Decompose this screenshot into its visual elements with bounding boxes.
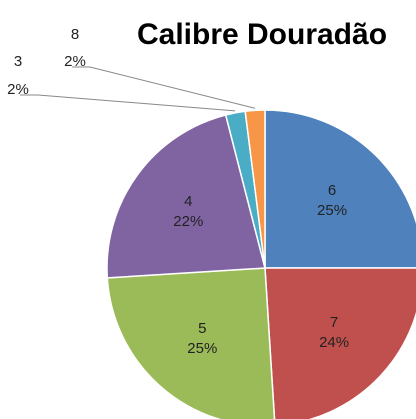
slice-category: 3 <box>14 53 22 70</box>
slice-label: 24% <box>319 334 349 351</box>
leader-line <box>72 66 256 109</box>
slice-label: 25% <box>317 202 347 219</box>
slice-category: 8 <box>71 26 79 43</box>
slice-label: 2% <box>7 81 29 98</box>
chart-title: Calibre Douradão <box>137 18 387 51</box>
pie-slice <box>106 267 276 419</box>
slice-label: 25% <box>187 340 217 357</box>
slice-category: 7 <box>330 314 338 331</box>
slice-category: 5 <box>198 320 206 337</box>
leader-line <box>20 94 236 112</box>
slice-label: 22% <box>173 213 203 230</box>
pie-slice <box>106 114 266 279</box>
slice-label: 2% <box>64 53 86 70</box>
pie-slice <box>264 267 416 419</box>
slice-category: 4 <box>184 193 192 210</box>
pie-slice <box>264 109 416 269</box>
slice-category: 6 <box>328 182 336 199</box>
pie-slice <box>244 109 266 269</box>
